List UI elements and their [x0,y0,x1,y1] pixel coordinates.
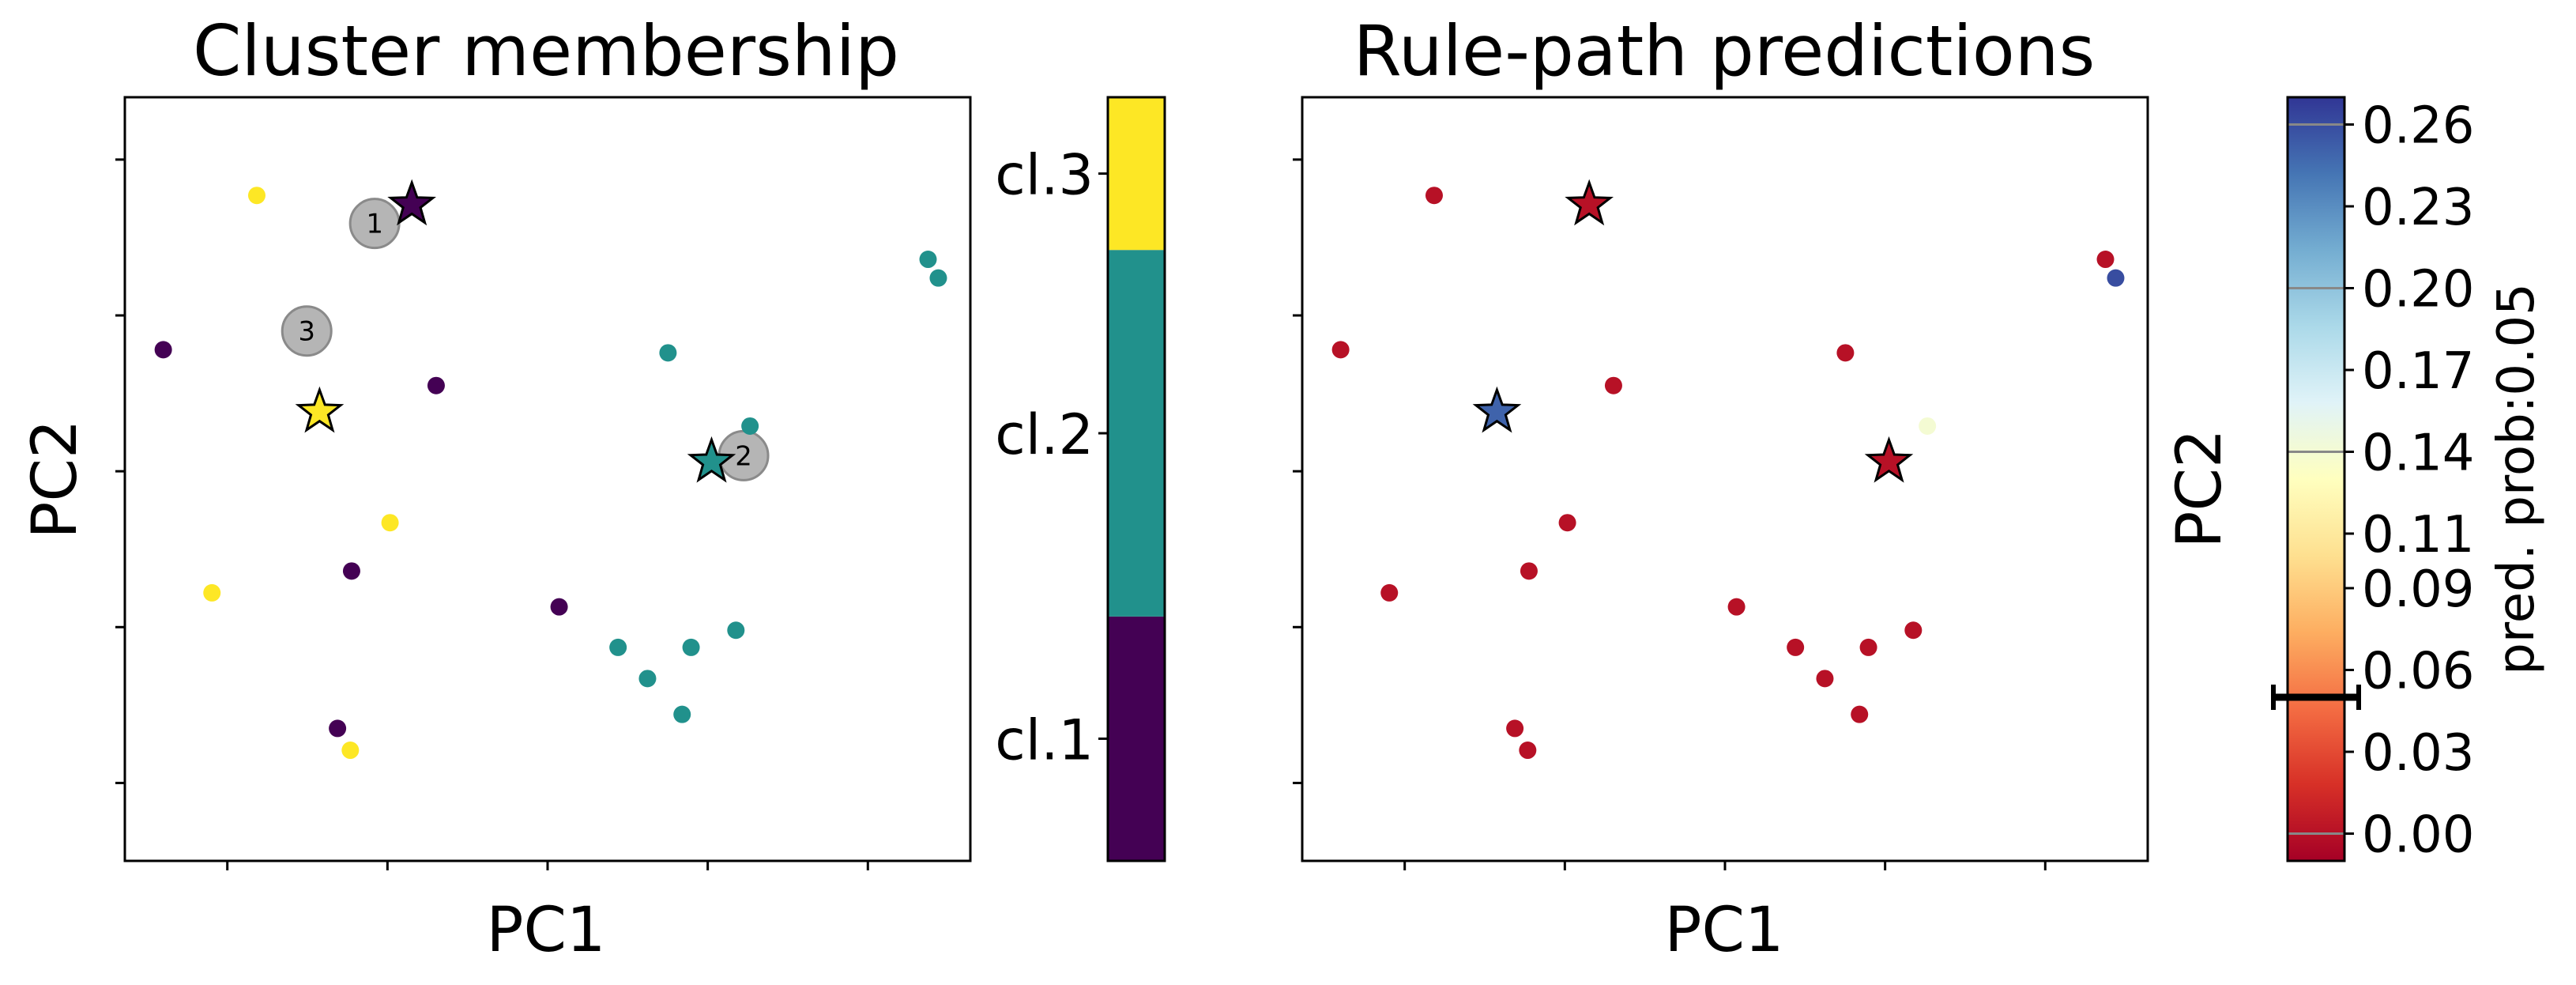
data-point [427,376,445,394]
colorbar-label: pred. prob:0.05 [2487,283,2546,675]
data-point [673,705,691,723]
data-point [741,417,759,435]
data-point [1859,638,1877,656]
colorbar-tick-label: 0.14 [2362,425,2475,483]
data-point [2096,251,2115,269]
data-point [1425,187,1443,205]
colorbar-tick-label: 0.00 [2362,806,2475,865]
colorbar-segment [1108,250,1165,617]
colorbar-frame [2286,96,2346,862]
data-point [727,621,745,640]
colorbar-labels: cl.1 cl.2 cl.3 [995,143,1108,772]
data-point [638,670,657,688]
cluster-annotation-label: 3 [298,316,315,348]
colorbar-segments [1108,97,1165,861]
data-point [1558,514,1576,532]
centroid-star [387,179,436,226]
cluster-colorbar: cl.1 cl.2 cl.3 [995,96,1166,862]
colorbar-tick-label: 0.23 [2362,179,2475,237]
data-point [1836,344,1855,362]
cluster-scatter-marks: 1 2 3 [154,179,947,760]
colorbar-tick-label: 0.26 [2362,97,2475,156]
cluster-membership-panel: Cluster membership 1 2 3 PC1 PC2 [20,10,972,966]
data-point [1520,562,1538,580]
data-point [1331,341,1350,359]
plot-frame [123,96,972,862]
chart-title: Rule-path predictions [1354,10,2096,92]
data-point [1787,638,1805,656]
centroid-star [1864,436,1914,483]
data-point [929,269,947,287]
axis-ticks [1293,158,2047,870]
colorbar-tick-label: cl.1 [995,708,1094,772]
chart-title: Cluster membership [193,10,899,92]
data-point [203,583,221,602]
colorbar-ticks: 0.00 0.03 0.06 0.090.11 0.14 0.17 0.20 0.23 0.26 [2344,97,2475,865]
centroid-star [1565,179,1614,226]
data-point [1380,583,1399,602]
y-axis-label: PC2 [2164,428,2235,548]
data-point [1519,742,1537,760]
colorbar-tick-label: 0.11 [2362,506,2475,564]
axis-ticks [115,158,869,870]
data-point [1727,598,1746,616]
centroid-star [295,386,345,433]
plot-frame [1301,96,2149,862]
data-point [329,719,347,738]
x-axis-label: PC1 [486,895,605,966]
colorbar-tick-label: 0.06 [2362,643,2475,701]
data-point [341,742,360,760]
x-axis-label: PC1 [1664,895,1783,966]
cluster-annotation-label: 2 [735,440,752,472]
colorbar-tick-label: 0.20 [2362,261,2475,319]
colorbar-tick-label: 0.03 [2362,724,2475,783]
data-point [682,638,700,656]
data-point [1851,705,1869,723]
y-axis-label: PC2 [20,419,91,538]
colorbar-tick-label: 0.17 [2362,342,2475,401]
rule-path-panel: Rule-path predictions PC1 PC2 [1293,10,2235,966]
probability-colorbar: 0.00 0.03 0.06 0.090.11 0.14 0.17 0.20 0.23 0.26… [2271,96,2546,865]
data-point [1919,417,1937,435]
data-point [247,187,266,205]
colorbar-tick-label: cl.3 [995,143,1094,208]
colorbar-frame [1106,96,1166,862]
cluster-annotation-circle [281,305,333,357]
centroid-star [1472,386,1522,433]
colorbar-gradient [2288,97,2344,861]
data-point [659,344,677,362]
data-point [1604,376,1622,394]
data-point [919,251,937,269]
data-point [609,638,627,656]
prediction-scatter-marks [1331,179,2125,760]
cluster-annotation-label: 1 [366,209,383,240]
colorbar-segment [1108,616,1165,861]
colorbar-tick-label: cl.2 [995,402,1094,467]
colorbar-segment [1108,97,1165,251]
data-point [1506,719,1524,738]
data-point [342,562,360,580]
data-point [381,514,399,532]
centroid-star [687,436,736,483]
colorbar-tick-label: 0.09 [2362,560,2475,619]
data-point [2107,269,2125,287]
data-point [1904,621,1923,640]
data-point [154,341,172,359]
data-point [1816,670,1834,688]
data-point [550,598,568,616]
